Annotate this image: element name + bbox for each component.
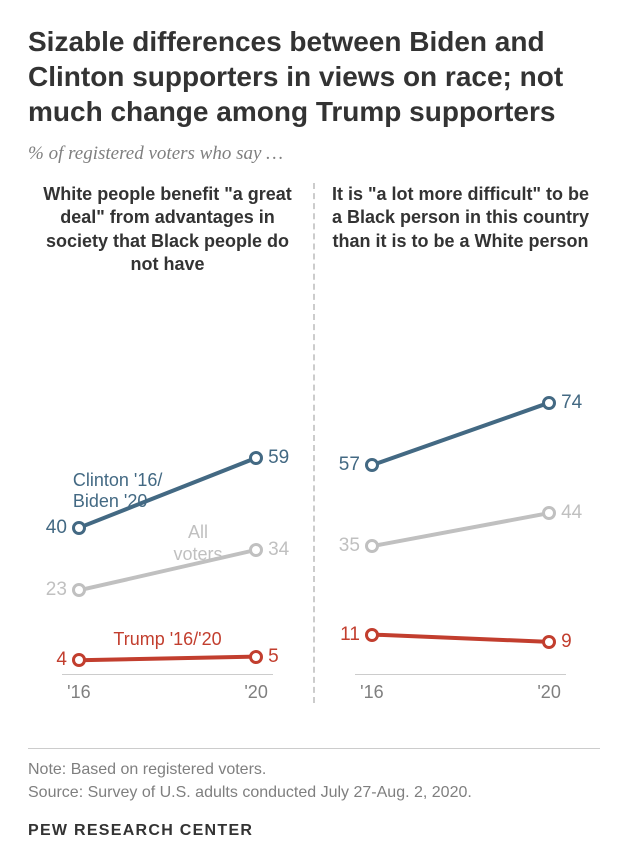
- source-text: Source: Survey of U.S. adults conducted …: [28, 782, 600, 804]
- value-label: 35: [339, 535, 360, 557]
- value-label: 44: [561, 502, 582, 524]
- data-point: [365, 628, 379, 642]
- panel-divider: [313, 183, 315, 703]
- panel-right-plot: '16'2057743544119: [355, 297, 566, 703]
- value-label: 57: [339, 454, 360, 476]
- value-label: 40: [46, 517, 67, 539]
- footer-rule: [28, 748, 600, 749]
- note-text: Note: Based on registered voters.: [28, 759, 600, 781]
- data-point: [542, 396, 556, 410]
- value-label: 5: [268, 646, 279, 668]
- value-label: 23: [46, 579, 67, 601]
- value-label: 59: [268, 447, 289, 469]
- value-label: 34: [268, 539, 289, 561]
- data-point: [365, 458, 379, 472]
- data-point: [72, 521, 86, 535]
- data-point: [365, 539, 379, 553]
- series-label: Clinton '16/Biden '20: [73, 470, 163, 513]
- data-point: [72, 583, 86, 597]
- panel-left: White people benefit "a great deal" from…: [28, 183, 307, 703]
- attribution-text: PEW RESEARCH CENTER: [28, 822, 600, 840]
- panel-left-title: White people benefit "a great deal" from…: [28, 183, 307, 291]
- data-point: [249, 451, 263, 465]
- data-point: [72, 653, 86, 667]
- value-label: 74: [561, 392, 582, 414]
- chart-title: Sizable differences between Biden and Cl…: [28, 24, 600, 129]
- value-label: 4: [56, 649, 67, 671]
- panel-right: It is "a lot more difficult" to be a Bla…: [321, 183, 600, 703]
- data-point: [249, 543, 263, 557]
- footer: Note: Based on registered voters. Source…: [28, 748, 600, 840]
- data-point: [542, 506, 556, 520]
- series-label: Trump '16/'20: [113, 629, 221, 651]
- panel-right-title: It is "a lot more difficult" to be a Bla…: [321, 183, 600, 291]
- data-point: [249, 650, 263, 664]
- panel-left-plot: '16'204059Clinton '16/Biden '202334Allvo…: [62, 297, 273, 703]
- charts-container: White people benefit "a great deal" from…: [28, 183, 600, 703]
- value-label: 11: [340, 624, 360, 646]
- series-lines: [355, 297, 566, 703]
- series-label: Allvoters: [174, 522, 223, 565]
- chart-subtitle: % of registered voters who say …: [28, 143, 600, 165]
- value-label: 9: [561, 631, 572, 653]
- data-point: [542, 635, 556, 649]
